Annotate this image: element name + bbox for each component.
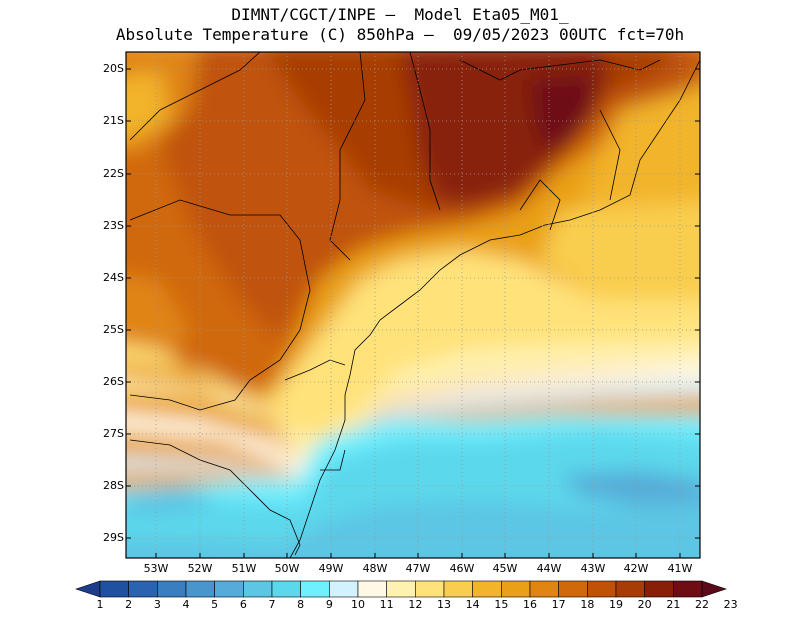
lat-label: 22S xyxy=(103,167,124,180)
colorbar-label: 20 xyxy=(637,598,652,611)
colorbar-swatch xyxy=(157,580,187,598)
colorbar-swatch xyxy=(386,580,416,598)
lat-label: 24S xyxy=(103,271,124,284)
lat-label: 23S xyxy=(103,219,124,232)
colorbar-label: 18 xyxy=(580,598,595,611)
lon-label: 53W xyxy=(143,562,169,575)
plot-frame xyxy=(125,51,701,559)
lon-label: 49W xyxy=(318,562,344,575)
colorbar-swatch xyxy=(300,580,330,598)
colorbar-label: 13 xyxy=(437,598,451,611)
colorbar-label: 9 xyxy=(325,598,333,611)
colorbar-swatch xyxy=(529,580,559,598)
lat-label: 20S xyxy=(103,62,124,75)
colorbar-label: 1 xyxy=(96,598,104,611)
colorbar-swatch xyxy=(185,580,215,598)
colorbar-swatch xyxy=(99,580,129,598)
colorbar-label: 6 xyxy=(239,598,247,611)
colorbar-swatch xyxy=(415,580,445,598)
axis-ticks xyxy=(126,68,700,558)
colorbar-swatch xyxy=(128,580,158,598)
lat-label: 25S xyxy=(103,323,124,336)
lat-label: 26S xyxy=(103,375,124,388)
colorbar-swatch xyxy=(558,580,588,598)
colorbar-label: 17 xyxy=(551,598,566,611)
lon-label: 44W xyxy=(536,562,562,575)
colorbar-label: 21 xyxy=(666,598,681,611)
colorbar-label: 19 xyxy=(609,598,623,611)
lon-label: 47W xyxy=(405,562,431,575)
coastline-borders xyxy=(129,52,700,558)
colorbar-swatch xyxy=(615,580,645,598)
lon-label: 50W xyxy=(274,562,300,575)
lon-label: 46W xyxy=(449,562,475,575)
colorbar-swatch xyxy=(644,580,674,598)
colorbar-label: 8 xyxy=(297,598,305,611)
colorbar-swatch xyxy=(443,580,473,598)
colorbar-label: 11 xyxy=(379,598,394,611)
lat-label: 27S xyxy=(103,427,124,440)
colorbar-swatch xyxy=(587,580,617,598)
colorbar-swatch xyxy=(701,580,727,598)
lon-label: 42W xyxy=(623,562,649,575)
colorbar-label: 4 xyxy=(182,598,190,611)
colorbar-swatch xyxy=(673,580,703,598)
colorbar-label: 22 xyxy=(695,598,709,611)
colorbar-swatch xyxy=(243,580,273,598)
colorbar-label: 14 xyxy=(465,598,480,611)
colorbar-swatch xyxy=(329,580,359,598)
colorbar-label: 5 xyxy=(211,598,219,611)
lat-label: 29S xyxy=(103,531,124,544)
colorbar-label: 2 xyxy=(125,598,133,611)
colorbar-label: 12 xyxy=(408,598,423,611)
lat-label: 28S xyxy=(103,479,124,492)
colorbar-label: 16 xyxy=(523,598,537,611)
colorbar-label: 23 xyxy=(723,598,738,611)
lon-label: 52W xyxy=(187,562,213,575)
colorbar-swatch xyxy=(75,580,101,598)
temperature-field xyxy=(126,52,700,558)
lon-label: 43W xyxy=(580,562,606,575)
lat-label: 21S xyxy=(103,114,124,127)
colorbar-swatch xyxy=(472,580,502,598)
lon-label: 48W xyxy=(362,562,388,575)
lon-label: 45W xyxy=(492,562,518,575)
lon-label: 41W xyxy=(667,562,693,575)
colorbar-label: 3 xyxy=(153,598,161,611)
map-title-line2: Absolute Temperature (C) 850hPa – 09/05/… xyxy=(115,25,685,44)
colorbar xyxy=(75,580,727,598)
colorbar-label: 7 xyxy=(268,598,276,611)
colorbar-label: 15 xyxy=(494,598,509,611)
colorbar-swatch xyxy=(271,580,301,598)
graticule xyxy=(126,52,700,558)
lon-label: 51W xyxy=(231,562,257,575)
colorbar-swatch xyxy=(501,580,531,598)
colorbar-label: 10 xyxy=(351,598,365,611)
colorbar-swatch xyxy=(357,580,387,598)
map-title-line1: DIMNT/CGCT/INPE – Model Eta05_M01_ xyxy=(231,5,569,24)
colorbar-swatch xyxy=(214,580,244,598)
